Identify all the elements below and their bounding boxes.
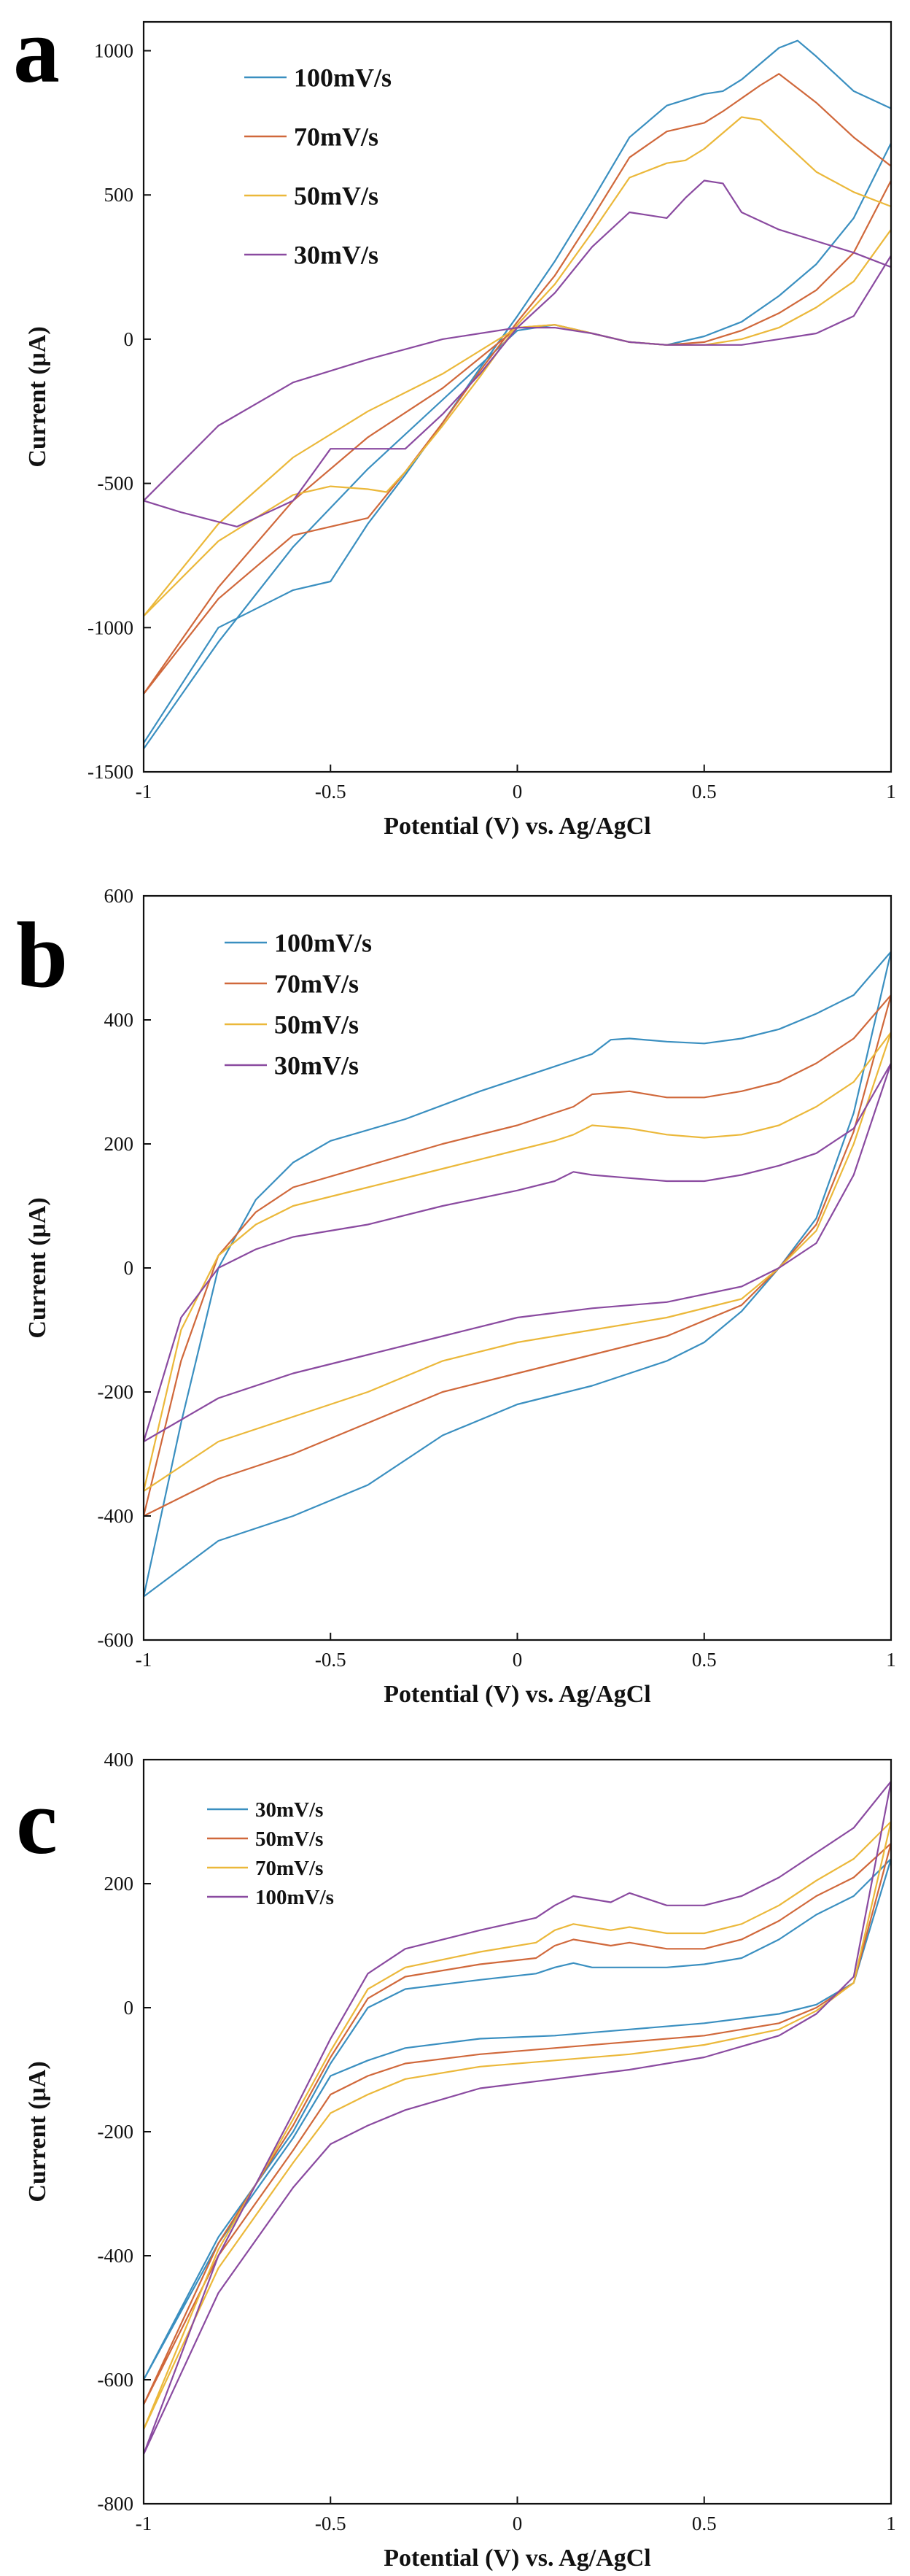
series-line-30mV/s — [144, 179, 891, 527]
legend-label: 100mV/s — [294, 63, 392, 93]
y-tick-label: -800 — [98, 2493, 134, 2515]
y-tick-label: -600 — [98, 1629, 134, 1651]
x-tick-label: 0 — [513, 781, 523, 802]
x-tick-label: 1 — [886, 2513, 896, 2534]
panel-b: b -1 -0.5 0 0.5 1 -600 -400 -200 0 200 400 600 Potent… — [16, 885, 896, 1708]
x-axis-label: Potential (V) vs. Ag/AgCl — [384, 2545, 650, 2572]
x-tick-label: -0.5 — [315, 2513, 346, 2534]
y-tick-label: -400 — [98, 2245, 134, 2267]
legend-label: 50mV/s — [274, 1010, 359, 1040]
x-tick-label: 1 — [886, 781, 896, 802]
plot-area — [144, 1780, 891, 2456]
x-tick-label: -0.5 — [315, 1649, 346, 1671]
x-tick-label: 0 — [513, 2513, 523, 2534]
axes-frame — [142, 20, 892, 773]
y-axis-label: Current (μA) — [24, 1197, 51, 1338]
series-line-70mV/s — [144, 73, 891, 695]
series-line-30mV/s — [144, 1857, 891, 2381]
x-tick-label: -1 — [136, 2513, 152, 2534]
x-axis-label: Potential (V) vs. Ag/AgCl — [384, 813, 650, 840]
series-line-70mV/s — [144, 1820, 891, 2431]
legend-label: 100mV/s — [255, 1886, 334, 1909]
x-tick-label: 1 — [886, 1649, 896, 1671]
x-tick-label: 0.5 — [692, 2513, 717, 2534]
series-line-50mV/s — [144, 1031, 891, 1493]
series-line-70mV/s — [144, 994, 891, 1517]
x-axis-label: Potential (V) vs. Ag/AgCl — [384, 1681, 650, 1708]
x-tick-label: -1 — [136, 781, 152, 802]
y-tick-label: 0 — [124, 1257, 134, 1279]
y-tick-label: 1000 — [94, 40, 133, 62]
y-tick-label: 200 — [104, 1133, 134, 1155]
series-line-50mV/s — [144, 116, 891, 617]
plot-area — [144, 951, 891, 1598]
panel-a: a -1 -0.5 0 0.5 1 -1500 -1000 -500 0 500 1000 Potent… — [13, 0, 896, 840]
panel-c: c -1 -0.5 0 0.5 1 -800 -600 -400 -200 0 200 400 Poten… — [16, 1749, 896, 2572]
legend-label: 70mV/s — [255, 1857, 323, 1880]
y-tick-label: 200 — [104, 1873, 134, 1895]
legend-label: 100mV/s — [274, 929, 372, 958]
legend: 100mV/s 70mV/s 50mV/s 30mV/s — [225, 929, 372, 1080]
panel-letter: b — [16, 903, 68, 1007]
legend-label: 50mV/s — [294, 182, 378, 211]
x-tick-label: 0.5 — [692, 781, 717, 802]
plot-area — [144, 39, 891, 750]
y-axis-label: Current (μA) — [24, 2061, 51, 2202]
y-tick-label: 400 — [104, 1749, 134, 1771]
y-tick-label: -1500 — [88, 761, 133, 783]
legend-label: 70mV/s — [294, 123, 378, 152]
y-tick-label: 600 — [104, 885, 134, 907]
y-tick-label: 0 — [124, 1997, 134, 2019]
x-tick-label: -1 — [136, 1649, 152, 1671]
legend-label: 30mV/s — [255, 1798, 323, 1822]
panel-letter: a — [13, 0, 60, 102]
y-tick-label: -400 — [98, 1505, 134, 1527]
series-line-30mV/s — [144, 1062, 891, 1443]
legend: 30mV/s 50mV/s 70mV/s 100mV/s — [207, 1798, 334, 1909]
series-line-50mV/s — [144, 1842, 891, 2406]
x-tick-label: -0.5 — [315, 781, 346, 802]
series-line-100mV/s — [144, 1780, 891, 2456]
legend-label: 30mV/s — [294, 241, 378, 270]
x-tick-label: 0.5 — [692, 1649, 717, 1671]
y-tick-label: -200 — [98, 2121, 134, 2143]
series-line-100mV/s — [144, 39, 891, 750]
y-tick-label: -1000 — [88, 616, 133, 638]
y-tick-label: 500 — [104, 184, 134, 206]
y-tick-label: -500 — [98, 473, 134, 495]
series-line-100mV/s — [144, 951, 891, 1598]
panel-letter: c — [16, 1770, 58, 1873]
y-tick-label: 0 — [124, 328, 134, 350]
legend-label: 30mV/s — [274, 1051, 359, 1080]
legend-label: 70mV/s — [274, 970, 359, 999]
y-axis-label: Current (μA) — [24, 326, 51, 467]
legend: 100mV/s 70mV/s 50mV/s 30mV/s — [244, 63, 392, 270]
y-tick-label: -600 — [98, 2369, 134, 2391]
x-tick-label: 0 — [513, 1649, 523, 1671]
legend-label: 50mV/s — [255, 1827, 323, 1851]
y-tick-label: 400 — [104, 1009, 134, 1031]
y-tick-label: -200 — [98, 1381, 134, 1403]
